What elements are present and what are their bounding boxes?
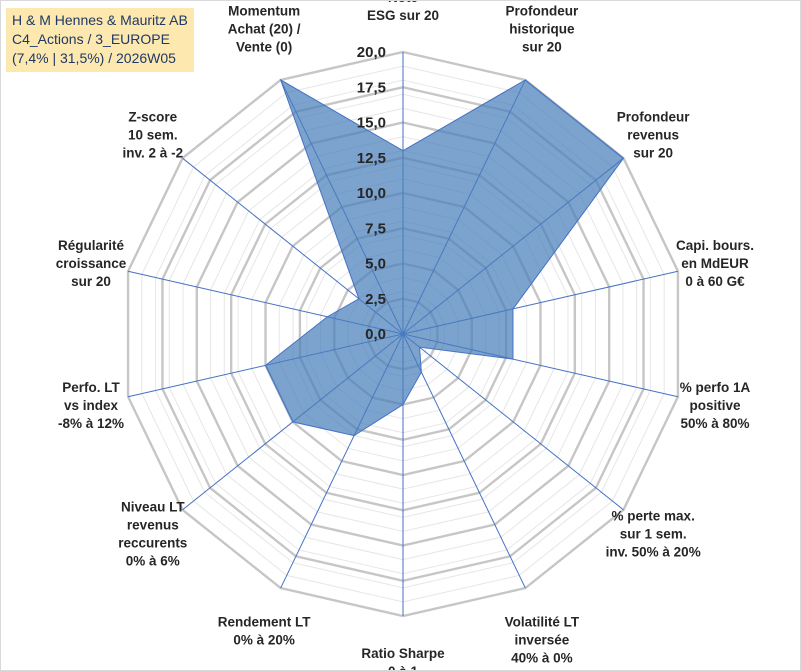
category-label-text: Profondeur revenus sur 20 [617, 109, 690, 160]
category-label-line: revenus [627, 127, 679, 142]
category-label-line: % perfo 1A [680, 380, 751, 395]
category-label-line: positive [689, 398, 741, 413]
category-label-line: inv. 50% à 20% [606, 545, 701, 560]
category-label-line: ESG sur 20 [367, 8, 439, 23]
category-label-text: Momentum Achat (20) / Vente (0) [228, 4, 301, 55]
title-stats: (7,4% | 31,5%) / 2026W05 [12, 50, 176, 66]
category-label-line: Niveau LT [121, 500, 185, 515]
category-label-line: en MdEUR [681, 256, 749, 271]
category-labels: Note ESG sur 20 Profondeur historique sur 20… [56, 0, 754, 671]
category-label-text: % perfo 1A positive 50% à 80% [680, 380, 751, 431]
category-label-line: 0% à 20% [233, 632, 295, 647]
category-label-text: Capi. bours. en MdEUR 0 à 60 G€ [676, 238, 754, 289]
category-label: Niveau LT revenus reccurents 0% à 6% [118, 500, 187, 569]
category-label: Profondeur revenus sur 20 [617, 109, 690, 160]
category-label-line: Profondeur [617, 109, 690, 124]
category-label-line: sur 1 sem. [620, 527, 687, 542]
radial-tick-label: 20,0 [357, 44, 386, 61]
radial-tick-label: 2,5 [365, 291, 386, 308]
radial-tick-label: 10,0 [357, 185, 386, 202]
category-label-line: Note [388, 0, 418, 5]
category-label-text: Ratio Sharpe 0 à 1 [361, 646, 445, 671]
category-label-line: -8% à 12% [58, 416, 124, 431]
category-label-line: Rendement LT [218, 614, 312, 629]
category-label-line: revenus [127, 518, 179, 533]
category-label-line: inv. 2 à -2 [123, 145, 184, 160]
category-label-text: Rendement LT 0% à 20% [218, 614, 312, 647]
radial-tick-label: 5,0 [365, 256, 386, 273]
radial-tick-labels: 0,0 2,5 5,0 7,5 10,0 12,5 15,0 17,5 20,0 [357, 44, 386, 343]
category-label-line: Profondeur [505, 4, 578, 19]
category-label-line: sur 20 [522, 40, 562, 55]
radial-tick-label: 12,5 [357, 150, 386, 167]
category-label-line: Volatilité LT [505, 614, 580, 629]
category-label: Volatilité LT inversée 40% à 0% [505, 614, 580, 665]
radial-tick-label: 0,0 [365, 326, 386, 343]
category-label: Z-score 10 sem. inv. 2 à -2 [123, 109, 184, 160]
title-company: H & M Hennes & Mauritz AB [12, 12, 188, 28]
category-label-line: Ratio Sharpe [361, 646, 445, 661]
series-layer [264, 78, 625, 437]
category-label-text: Volatilité LT inversée 40% à 0% [505, 614, 580, 665]
category-label-line: % perte max. [612, 509, 695, 524]
category-label: Momentum Achat (20) / Vente (0) [228, 4, 301, 55]
series-area [264, 78, 625, 437]
category-label-line: 50% à 80% [680, 416, 749, 431]
category-label-text: % perte max. sur 1 sem. inv. 50% à 20% [606, 509, 701, 560]
radial-tick-label: 15,0 [357, 115, 386, 132]
category-label-line: Momentum [228, 4, 300, 19]
category-label-line: sur 20 [633, 145, 673, 160]
category-label: Rendement LT 0% à 20% [218, 614, 312, 647]
axis-spoke [402, 333, 624, 511]
category-label-line: 0% à 6% [126, 554, 180, 569]
category-label-line: historique [509, 22, 575, 37]
category-label-line: Vente (0) [236, 40, 292, 55]
category-label: Note ESG sur 20 [367, 0, 439, 23]
category-label-text: Perfo. LT vs index -8% à 12% [58, 380, 124, 431]
category-label: Ratio Sharpe 0 à 1 [361, 646, 445, 671]
category-label: Capi. bours. en MdEUR 0 à 60 G€ [676, 238, 754, 289]
radial-tick-label: 17,5 [357, 79, 386, 96]
category-label: % perte max. sur 1 sem. inv. 50% à 20% [606, 509, 701, 560]
category-label-line: 0 à 1 [388, 664, 419, 671]
title-category: C4_Actions / 3_EUROPE [12, 31, 170, 47]
radial-tick-label: 7,5 [365, 220, 386, 237]
category-label-line: 0 à 60 G€ [685, 274, 745, 289]
category-label: Perfo. LT vs index -8% à 12% [58, 380, 124, 431]
category-label-line: vs index [64, 398, 119, 413]
category-label-line: Achat (20) / [228, 22, 301, 37]
category-label-text: Profondeur historique sur 20 [505, 4, 578, 55]
category-label: % perfo 1A positive 50% à 80% [680, 380, 751, 431]
chart-title-box: H & M Hennes & Mauritz AB C4_Actions / 3… [6, 8, 194, 72]
category-label-text: Z-score 10 sem. inv. 2 à -2 [123, 109, 184, 160]
category-label: Régularité croissance sur 20 [56, 238, 127, 289]
category-label-line: 10 sem. [128, 127, 178, 142]
axis-spoke [402, 333, 526, 589]
category-label-text: Niveau LT revenus reccurents 0% à 6% [118, 500, 187, 569]
category-label-text: Note ESG sur 20 [367, 0, 439, 23]
category-label-line: reccurents [118, 536, 187, 551]
category-label-text: Régularité croissance sur 20 [56, 238, 127, 289]
category-label: Profondeur historique sur 20 [505, 4, 578, 55]
category-label-line: Régularité [58, 238, 125, 253]
category-label-line: croissance [56, 256, 127, 271]
category-label-line: Perfo. LT [62, 380, 120, 395]
category-label-line: Capi. bours. [676, 238, 754, 253]
category-label-line: inversée [514, 632, 569, 647]
category-label-line: sur 20 [71, 274, 111, 289]
category-label-line: 40% à 0% [511, 650, 573, 665]
category-label-line: Z-score [128, 109, 177, 124]
